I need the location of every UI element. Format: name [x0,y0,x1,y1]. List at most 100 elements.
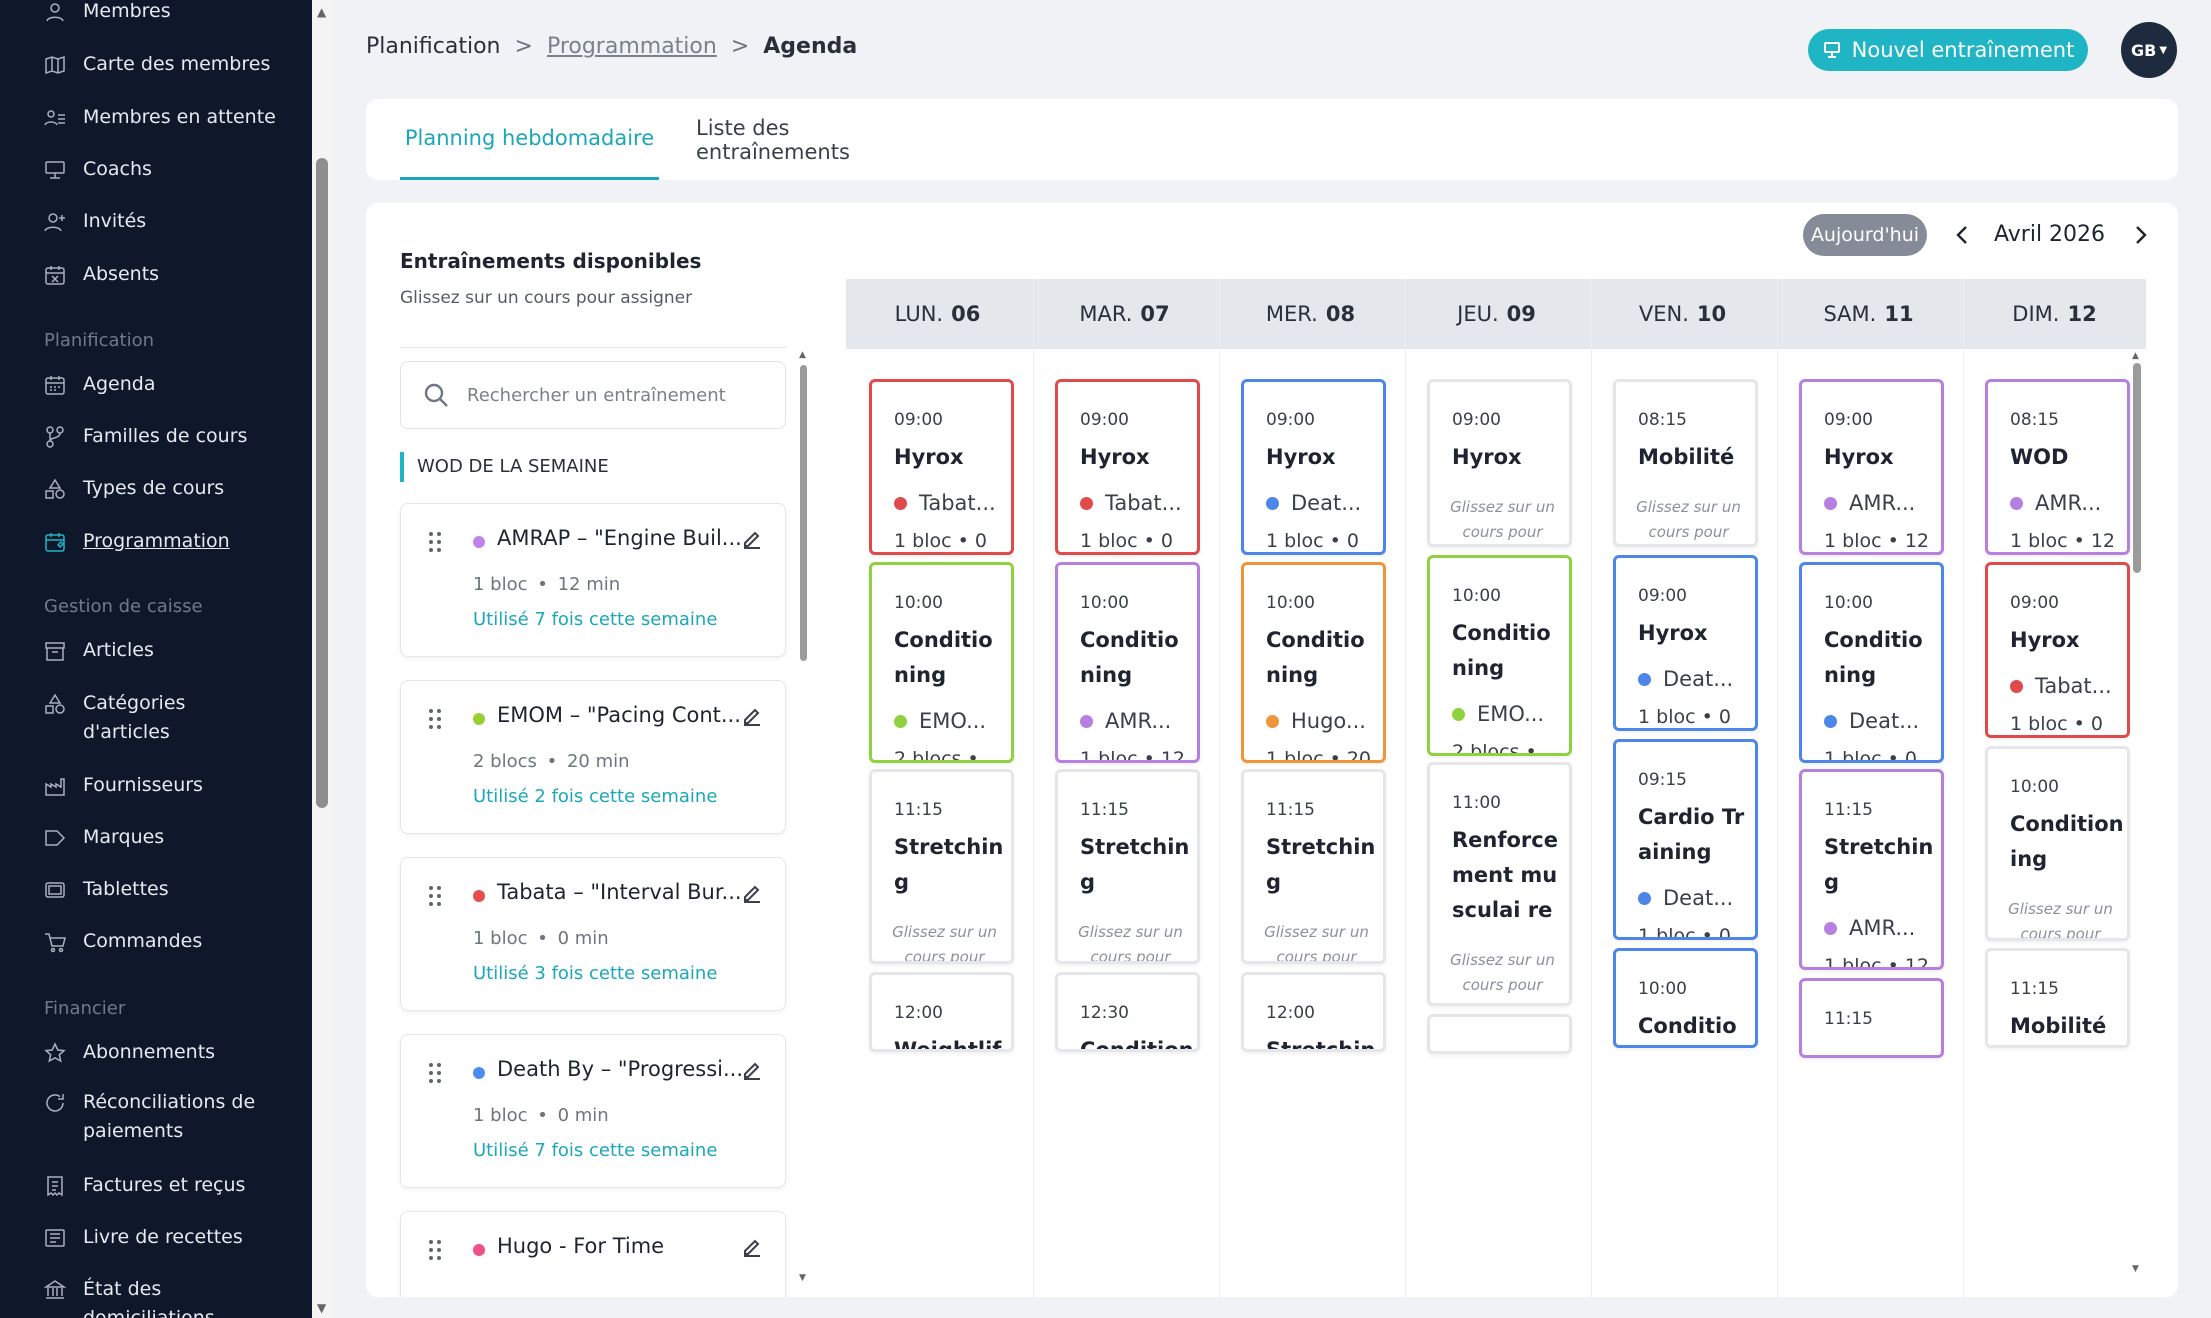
calendar-header: LUN. 06 MAR. 07 MER. 08 JEU. 09 VEN. 10 SAM. 11 DIM.… [846,279,2146,349]
calendar-event[interactable]: 11:15 Stretchin g Glissez sur un cours pou… [1241,769,1386,964]
event-time: 10:00 [1080,593,1129,613]
meta-separator: • [531,1105,554,1126]
drag-handle-icon[interactable] [427,707,443,735]
sidebar-item-articles[interactable]: Articles [44,636,154,665]
sidebar-item-programmation[interactable]: Programmation [44,527,230,556]
calendar-event[interactable]: 09:00 Hyrox Tabat... 1 bloc • 0 min [1985,562,2130,738]
calendar-event[interactable]: 12:00 Stretchin [1241,972,1386,1052]
calendar-event[interactable]: 10:00 Conditio ning EMO... 2 blocs • 20 min [869,562,1014,763]
sidebar-item-livre-de-recettes[interactable]: Livre de recettes [44,1223,243,1252]
calendar-event[interactable]: 10:00 Conditio ning EMO... 2 blocs • 20 min [1427,555,1572,756]
calendar-event[interactable]: 09:00 Hyrox Deat... 1 bloc • 0 min [1241,379,1386,555]
edit-icon[interactable] [741,882,763,908]
calendar-event[interactable]: 09:00 Hyrox Tabat... 1 bloc • 0 min [869,379,1014,555]
sidebar-item-agenda[interactable]: Agenda [44,370,156,399]
day-header: VEN. 10 [1591,279,1774,349]
sidebar-item-familles-de-cours[interactable]: Familles de cours [44,422,247,451]
sidebar-item-etat-des-domiciliations[interactable]: État des domiciliations [43,1275,283,1318]
drag-handle-icon[interactable] [427,530,443,558]
sidebar-item-label: Membres en attente [83,106,276,128]
sidebar-scrollbar-thumb[interactable] [316,158,328,808]
calendar-event[interactable]: 12:00 Weightlif [869,972,1014,1052]
calendar-event[interactable] [1427,1014,1572,1054]
edit-icon[interactable] [741,1236,763,1262]
sidebar-item-commandes[interactable]: Commandes [44,927,202,956]
prev-month-button[interactable] [1950,220,1974,250]
breadcrumb-link-programmation[interactable]: Programmation [546,34,717,59]
scroll-up-arrow-icon[interactable]: ▲ [799,350,806,360]
workout-card[interactable]: EMOM – "Pacing Cont... 2 blocs • 20 min Ut… [400,680,786,834]
drag-handle-icon[interactable] [427,884,443,912]
scroll-down-arrow-icon[interactable]: ▼ [317,1301,327,1315]
scroll-down-arrow-icon[interactable]: ▼ [2132,1264,2139,1274]
calendar-icon [44,374,66,396]
workout-card[interactable]: Tabata – "Interval Bur... 1 bloc • 0 min U… [400,857,786,1011]
event-title: Conditio ning [1638,1014,1737,1038]
calendar-event[interactable]: 11:15 [1799,978,1944,1058]
workout-list-scrollbar-thumb[interactable] [800,365,807,661]
sidebar-item-absents[interactable]: Absents [44,260,159,289]
sidebar-item-categories-d-articles[interactable]: Catégories d'articles [44,689,203,747]
sidebar-item-membres-en-attente[interactable]: Membres en attente [44,103,276,132]
calendar-event[interactable]: 09:00 Hyrox Glissez sur un cours pour assi… [1427,379,1572,547]
scroll-up-arrow-icon[interactable]: ▲ [2132,351,2139,361]
receipt-icon [44,1175,66,1197]
tab-trainings-list[interactable]: Liste des entraînements [696,115,850,164]
sidebar-item-invites[interactable]: Invités [44,207,146,236]
calendar-event[interactable]: 08:15 WOD AMR... 1 bloc • 12 min [1985,379,2130,555]
calendar-event[interactable]: 11:15 Stretchin g AMR... 1 bloc • 12 min [1799,769,1944,970]
sidebar-item-types-de-cours[interactable]: Types de cours [44,474,224,503]
calendar-event[interactable]: 11:15 Stretchin g Glissez sur un cours pou… [869,769,1014,964]
calendar-event[interactable]: 11:15 Mobilité [1985,948,2130,1048]
event-info: 1 bloc • 12 min [1080,748,1186,763]
sidebar-item-label: Carte des membres [83,53,271,75]
sidebar-item-marques[interactable]: Marques [44,823,164,852]
calendar-event[interactable]: 10:00 Conditio ning Hugo... 1 bloc • 20 min [1241,562,1386,763]
workout-color-dot [473,1067,485,1079]
sidebar-item-carte-des-membres[interactable]: Carte des membres [44,50,270,79]
workout-meta: 1 bloc • 12 min [473,574,620,595]
user-avatar[interactable]: GB ▼ [2121,22,2177,78]
search-box[interactable] [400,361,786,429]
workout-color-dot [1452,707,1465,721]
calendar-event[interactable]: 10:00 Condition ing Glissez sur un cours p… [1985,746,2130,941]
calendar-event[interactable]: 10:00 Conditio ning [1613,948,1758,1048]
edit-icon[interactable] [741,1059,763,1085]
event-info: 1 bloc • 0 min [1824,748,1917,763]
calendar-event[interactable]: 08:15 Mobilité Glissez sur un cours pour a… [1613,379,1758,547]
edit-icon[interactable] [741,528,763,554]
calendar-event[interactable]: 11:15 Stretchin g Glissez sur un cours pou… [1055,769,1200,964]
sidebar-item-fournisseurs[interactable]: Fournisseurs [44,771,203,800]
workout-card[interactable]: Death By – "Progressi... 1 bloc • 0 min Ut… [400,1034,786,1188]
sidebar-item-factures-et-recus[interactable]: Factures et reçus [44,1171,245,1200]
calendar-event[interactable]: 10:00 Conditio ning AMR... 1 bloc • 12 min [1055,562,1200,763]
calendar-event[interactable]: 09:00 Hyrox AMR... 1 bloc • 12 min [1799,379,1944,555]
workout-card[interactable]: Hugo - For Time [400,1211,786,1297]
scroll-down-arrow-icon[interactable]: ▼ [799,1273,806,1283]
calendar-event[interactable]: 09:00 Hyrox Tabat... 1 bloc • 0 min [1055,379,1200,555]
calendar-event[interactable]: 11:00 Renforce ment musculai re Glissez su… [1427,762,1572,1006]
sidebar-item-reconciliations-de-paiements[interactable]: Réconciliations de paiements [44,1088,283,1146]
drag-handle-icon[interactable] [427,1061,443,1089]
calendar-event[interactable]: 09:15 Cardio Training Deat... 1 bloc • 0 mi… [1613,739,1758,940]
factory-icon [44,775,66,797]
today-button[interactable]: Aujourd'hui [1803,214,1927,256]
calendar-event[interactable]: 10:00 Conditio ning Deat... 1 bloc • 0 min [1799,562,1944,763]
cart-icon [44,931,66,953]
scroll-up-arrow-icon[interactable]: ▲ [317,5,327,19]
calendar-event[interactable]: 09:00 Hyrox Deat... 1 bloc • 0 min [1613,555,1758,731]
calendar-event[interactable]: 12:30 Condition [1055,972,1200,1052]
drag-handle-icon[interactable] [427,1238,443,1266]
workout-card[interactable]: AMRAP – "Engine Buil... 1 bloc • 12 min Ut… [400,503,786,657]
search-input[interactable] [467,384,767,406]
edit-icon[interactable] [741,705,763,731]
next-month-button[interactable] [2129,220,2153,250]
sidebar-item-membres[interactable]: Membres [44,0,171,26]
tab-weekly-planning[interactable]: Planning hebdomadaire [400,99,659,180]
sidebar-item-abonnements[interactable]: Abonnements [44,1038,215,1067]
sidebar-item-coachs[interactable]: Coachs [44,155,152,184]
calendar-scrollbar-thumb[interactable] [2133,363,2141,573]
new-training-button[interactable]: Nouvel entraînement [1808,29,2088,71]
sidebar-item-tablettes[interactable]: Tablettes [44,875,169,904]
event-time: 12:00 [1266,1003,1315,1023]
